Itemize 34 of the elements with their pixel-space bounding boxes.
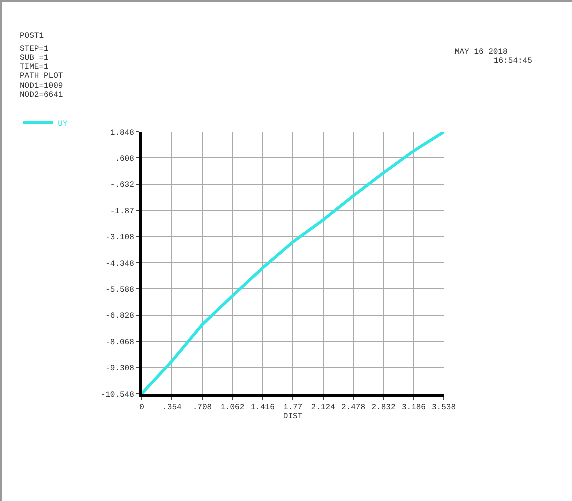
y-tick-label: -9.308 [106,364,135,374]
x-tick-label: 0 [140,404,145,413]
x-tick-label: 3.186 [402,404,426,413]
text: STEP=1 [20,45,50,54]
y-tick-label: 1.848 [110,128,135,138]
text: TIME=1 [20,63,50,72]
x-tick-label: 1.416 [250,404,276,413]
line-series [142,132,444,394]
text: 16:54:45 [494,57,533,66]
y-tick-label: -4.348 [106,260,135,269]
y-tick-label: .608 [115,155,135,164]
y-tick-label: -.632 [110,181,135,190]
y-tick-label: -8.068 [106,338,135,348]
y-tick-label: -3.108 [106,234,135,243]
x-tick-label: .708 [192,404,212,413]
text: NOD1=1009 [20,82,64,91]
x-tick-label: 2.832 [372,404,396,413]
x-tick-label: .354 [162,404,182,413]
text: SUB =1 [20,54,50,63]
legend-label: UY [58,120,68,130]
x-tick-label: 1.062 [220,404,245,413]
y-tick-label: -5.588 [106,286,135,295]
y-tick-label: -1.87 [110,207,135,216]
x-tick-label: 1.77 [283,404,303,413]
text: POST1 [20,32,44,41]
y-tick-label: -6.828 [106,312,135,322]
text: PATH PLOT [20,72,64,81]
x-axis-title: DIST [283,412,303,422]
x-tick-label: 2.124 [311,404,336,413]
x-tick-label: 2.478 [342,404,366,413]
y-tick-label: -10.548 [100,390,135,400]
x-tick-label: 3.538 [432,404,456,413]
text: NOD2=6641 [20,91,64,100]
text: MAY 16 2018 [455,48,508,57]
